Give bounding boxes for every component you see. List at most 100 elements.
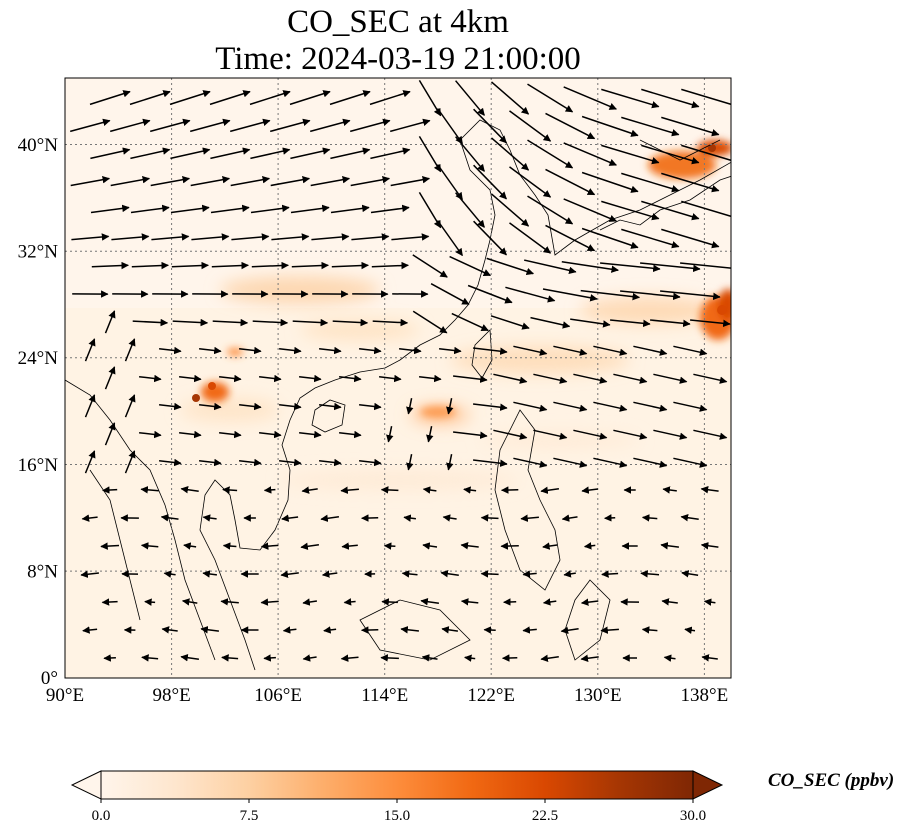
wind-arrow bbox=[573, 429, 608, 440]
wind-arrow bbox=[199, 402, 222, 411]
colorbar-tick-label: 15.0 bbox=[384, 808, 410, 824]
wind-arrow bbox=[202, 570, 217, 578]
wind-arrow bbox=[441, 626, 459, 634]
wind-arrow bbox=[230, 118, 271, 133]
wind-arrow bbox=[150, 176, 191, 187]
wind-arrow bbox=[486, 257, 535, 276]
wind-arrow bbox=[581, 227, 639, 249]
wind-arrow bbox=[663, 654, 676, 662]
wind-arrow bbox=[221, 654, 239, 662]
wind-arrow bbox=[473, 403, 508, 411]
wind-arrow bbox=[401, 570, 418, 578]
wind-arrow bbox=[319, 402, 342, 411]
wind-arrow bbox=[412, 310, 448, 334]
wind-arrow bbox=[380, 486, 399, 494]
wind-arrow bbox=[381, 598, 398, 606]
wind-arrow bbox=[601, 144, 660, 165]
wind-arrow bbox=[209, 90, 251, 106]
wind-arrow bbox=[390, 176, 431, 187]
lon-tick-label: 98°E bbox=[152, 685, 190, 706]
wind-arrow bbox=[320, 514, 340, 523]
wind-arrow bbox=[650, 319, 691, 328]
wind-arrow bbox=[509, 222, 552, 254]
colorbar-max-extend bbox=[692, 770, 724, 800]
wind-arrow bbox=[310, 118, 351, 133]
colorbar-tick-label: 30.0 bbox=[680, 808, 706, 824]
lon-tick-label: 106°E bbox=[254, 685, 302, 706]
wind-arrow bbox=[230, 176, 271, 187]
wind-arrow bbox=[332, 318, 369, 327]
colorbar: 0.0 7.5 15.0 22.5 30.0 bbox=[70, 770, 724, 824]
wind-arrow bbox=[210, 147, 251, 160]
wind-arrow bbox=[527, 195, 574, 225]
wind-arrow bbox=[159, 458, 182, 467]
wind-arrow bbox=[239, 402, 262, 411]
wind-arrow bbox=[473, 108, 507, 144]
wind-arrow bbox=[412, 254, 448, 278]
wind-arrow bbox=[222, 542, 237, 550]
wind-arrow bbox=[90, 147, 131, 160]
colorbar-tick-label: 22.5 bbox=[532, 808, 558, 824]
wind-arrow bbox=[480, 570, 499, 578]
wind-arrow bbox=[91, 261, 129, 270]
wind-arrow bbox=[653, 429, 688, 440]
lat-tick-label: 0° bbox=[41, 668, 58, 689]
wind-arrow bbox=[673, 457, 708, 468]
wind-arrow bbox=[371, 261, 409, 270]
wind-arrow bbox=[561, 514, 578, 522]
wind-arrow bbox=[231, 233, 270, 241]
wind-arrow bbox=[653, 373, 688, 384]
wind-arrow bbox=[661, 116, 720, 137]
wind-arrow bbox=[418, 136, 442, 173]
wind-arrow bbox=[701, 654, 718, 662]
wind-arrow bbox=[455, 136, 485, 172]
wind-arrow bbox=[491, 137, 530, 171]
wind-arrow bbox=[490, 315, 530, 330]
wind-arrow bbox=[159, 402, 182, 411]
wind-arrow bbox=[129, 90, 171, 106]
wind-arrow bbox=[681, 88, 731, 106]
wind-arrow bbox=[139, 430, 162, 439]
wind-arrow bbox=[661, 228, 720, 249]
wind-arrow bbox=[600, 626, 619, 634]
wind-arrow bbox=[84, 338, 96, 362]
wind-arrow bbox=[693, 429, 728, 440]
wind-arrow bbox=[430, 283, 470, 305]
wind-arrow bbox=[270, 176, 311, 187]
wind-arrow bbox=[601, 88, 660, 109]
wind-arrow bbox=[620, 290, 681, 301]
lon-tick-label: 90°E bbox=[46, 685, 84, 706]
wind-arrow bbox=[453, 375, 488, 383]
wind-arrow bbox=[473, 347, 508, 355]
wind-arrow bbox=[251, 261, 289, 270]
colorbar-tick-label: 7.5 bbox=[240, 808, 259, 824]
wind-arrow bbox=[660, 542, 679, 550]
wind-arrow bbox=[505, 286, 556, 303]
wind-arrow bbox=[693, 373, 728, 384]
wind-arrow bbox=[212, 318, 249, 327]
wind-arrow bbox=[403, 514, 416, 522]
wind-arrow bbox=[483, 626, 496, 634]
wind-arrow bbox=[150, 118, 191, 133]
wind-arrow bbox=[200, 626, 219, 634]
wind-arrow bbox=[339, 430, 362, 439]
wind-arrow bbox=[563, 86, 617, 110]
wind-arrow bbox=[299, 374, 322, 383]
wind-arrow bbox=[553, 401, 588, 412]
map-frame bbox=[64, 77, 732, 679]
lon-tick-label: 122°E bbox=[467, 685, 515, 706]
wind-arrow bbox=[491, 193, 530, 227]
wind-arrow bbox=[250, 147, 291, 160]
wind-arrow bbox=[81, 514, 98, 522]
wind-arrow bbox=[390, 118, 431, 133]
wind-arrow bbox=[172, 318, 209, 327]
lat-tick-label: 8°N bbox=[27, 562, 58, 583]
wind-arrow bbox=[530, 316, 571, 329]
wind-arrow bbox=[310, 176, 351, 187]
wind-arrow bbox=[473, 459, 508, 467]
wind-arrow bbox=[180, 653, 200, 662]
wind-arrow bbox=[179, 374, 202, 383]
wind-arrow bbox=[418, 80, 442, 117]
wind-arrow bbox=[527, 83, 574, 113]
wind-arrow bbox=[641, 514, 658, 522]
